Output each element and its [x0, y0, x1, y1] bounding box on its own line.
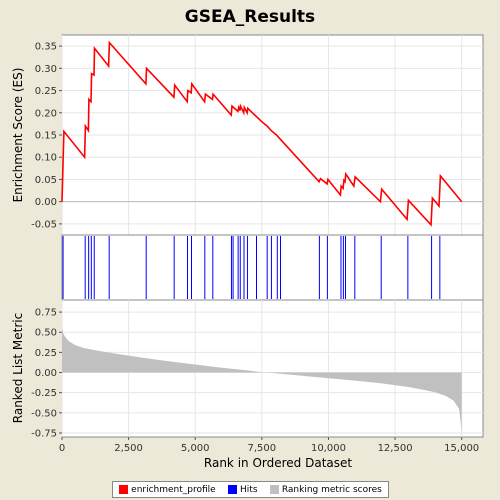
y-tick-label: 0.35: [35, 42, 57, 53]
y-tick-label: 0.75: [35, 308, 57, 319]
legend-item-enrichment-profile: enrichment_profile: [119, 485, 216, 495]
legend-label: Hits: [240, 484, 258, 495]
x-tick-label: 0: [59, 443, 65, 454]
y-tick-label: 0.00: [35, 368, 57, 379]
enrichment-y-ticks: -0.05 0.00 0.05 0.10 0.15 0.20 0.25 0.30 0.35: [31, 42, 62, 230]
x-tick-label: 10,000: [311, 443, 346, 454]
hits-plot-area: [61, 234, 484, 301]
legend-item-ranking-metric: Ranking metric scores: [269, 484, 382, 495]
legend-swatch-blue: [228, 485, 238, 494]
y-tick-label: 0.50: [35, 328, 57, 339]
chart-title: GSEA_Results: [185, 7, 315, 27]
ranked-metric-panel: -0.75 -0.50 -0.25 0.00 0.25 0.50 0.75 0 2,500 5,…: [11, 299, 484, 470]
y-tick-label: 0.00: [35, 197, 57, 208]
ranked-y-ticks: -0.75 -0.50 -0.25 0.00 0.25 0.50 0.75: [31, 308, 62, 439]
y-tick-label: 0.30: [35, 64, 57, 75]
x-tick-label: 7,500: [248, 443, 277, 454]
enrichment-score-panel: -0.05 0.00 0.05 0.10 0.15 0.20 0.25 0.30 0.35 En…: [11, 34, 484, 236]
y-tick-label: 0.20: [35, 108, 57, 119]
legend-item-hits: Hits: [228, 485, 258, 495]
y-tick-label: -0.25: [31, 388, 57, 399]
hit-markers: [62, 236, 441, 299]
x-tick-label: 15,000: [444, 443, 479, 454]
y-tick-label: 0.05: [35, 175, 57, 186]
x-tick-label: 2,500: [114, 443, 143, 454]
x-ticks: 0 2,500 5,000 7,500 10,000 12,500 15,000: [59, 437, 479, 454]
enrichment-profile-line: [61, 40, 463, 227]
y-tick-label: 0.25: [35, 348, 57, 359]
y-tick-label: -0.75: [31, 428, 57, 439]
y-tick-label: 0.10: [35, 153, 57, 164]
x-tick-label: 12,500: [378, 443, 413, 454]
hits-panel: [61, 234, 484, 301]
y-tick-label: 0.25: [35, 86, 57, 97]
y-tick-label: -0.05: [31, 219, 57, 230]
x-axis-label: Rank in Ordered Dataset: [204, 456, 352, 470]
legend-label: enrichment_profile: [131, 484, 216, 495]
x-tick-label: 5,000: [181, 443, 210, 454]
y-tick-label: -0.50: [31, 408, 57, 419]
y-tick-label: 0.15: [35, 131, 57, 142]
legend-swatch-gray: [269, 485, 279, 494]
legend-label: Ranking metric scores: [281, 484, 382, 495]
enrichment-y-label: Enrichment Score (ES): [11, 68, 25, 203]
ranked-y-label: Ranked List Metric: [11, 313, 25, 423]
legend: enrichment_profile Hits Ranking metric s…: [112, 481, 389, 498]
ranking-metric-area: [62, 325, 462, 433]
legend-swatch-red: [119, 485, 129, 494]
